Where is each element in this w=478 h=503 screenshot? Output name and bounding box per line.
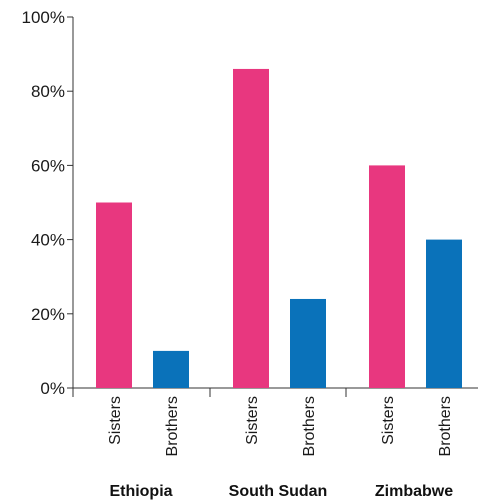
bar-sisters-ethiopia [96,202,132,388]
category-labels: Sisters Brothers Ethiopia Sisters Brothers So… [107,396,454,500]
y-tick-label: 60% [31,156,65,175]
y-axis: 0% 20% 40% 60% 80% 100% [22,8,74,398]
group-label: Ethiopia [109,483,172,500]
bar-brothers-south-sudan [290,298,326,388]
group-label: Zimbabwe [375,483,453,500]
bar-sisters-zimbabwe [369,165,405,388]
category-label: Brothers [301,396,318,456]
bar-brothers-ethiopia [153,350,189,388]
x-axis [72,387,478,397]
y-tick-label: 20% [31,305,65,324]
category-label: Sisters [107,396,124,445]
category-label: Brothers [164,396,181,456]
bar-sisters-south-sudan [233,68,269,388]
category-label: Sisters [380,396,397,445]
category-label: Brothers [437,396,454,456]
group-label: South Sudan [229,483,328,500]
y-tick-label: 0% [40,379,65,398]
y-tick-label: 100% [22,8,65,27]
category-label: Sisters [244,396,261,445]
bar-brothers-zimbabwe [426,239,462,388]
y-tick-label: 80% [31,82,65,101]
bars [96,68,462,388]
y-tick-label: 40% [31,231,65,250]
